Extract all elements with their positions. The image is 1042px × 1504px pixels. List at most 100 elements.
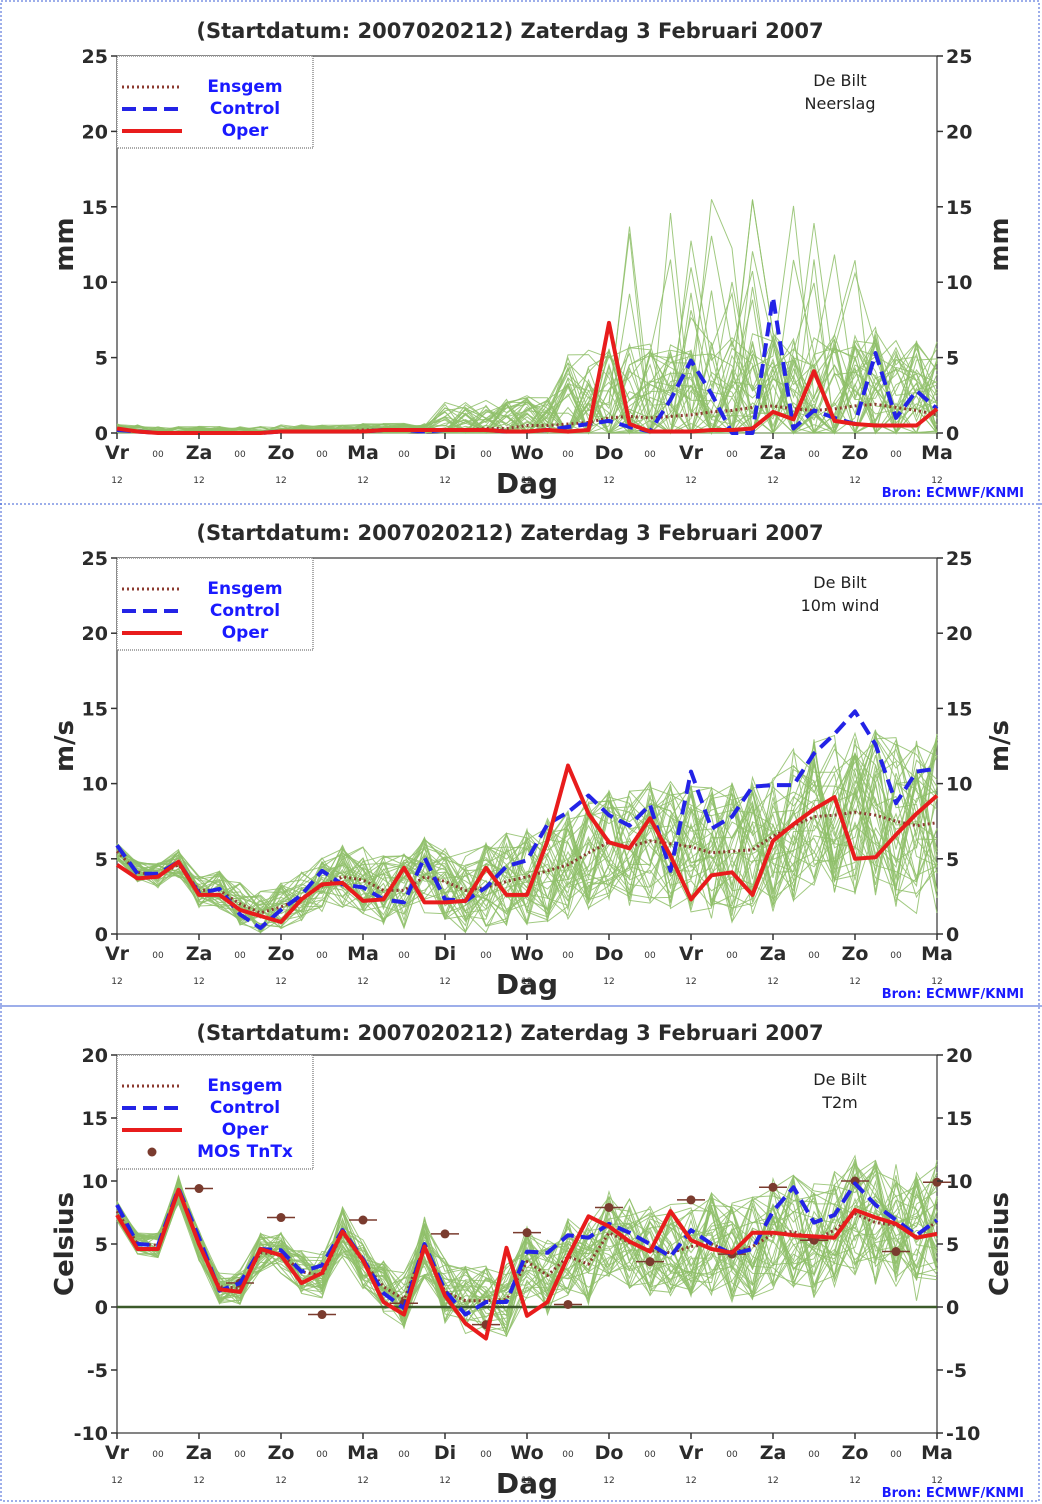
x-hour-label: 12 [275, 476, 286, 486]
x-midnight-label: 00 [562, 951, 574, 961]
x-midnight-label: 00 [562, 1450, 574, 1460]
mos-tntx-point [440, 1229, 450, 1239]
y-tick-label-right: -5 [946, 1360, 967, 1382]
y-tick-label-right: 20 [946, 121, 972, 143]
x-day-label: Za [760, 442, 787, 464]
mos-tntx-point [891, 1247, 901, 1257]
x-day-label: Zo [842, 1442, 869, 1464]
x-day-label: Ma [921, 943, 953, 965]
ensemble-member-line [116, 1166, 938, 1311]
x-hour-label: 12 [275, 1476, 286, 1486]
x-day-label: Di [434, 1442, 456, 1464]
x-hour-label: 12 [357, 476, 368, 486]
x-hour-label: 12 [931, 476, 942, 486]
chart-panel-0: (Startdatum: 2007020212) Zaterdag 3 Febr… [50, 19, 1024, 501]
ensemble-member-line [116, 772, 938, 929]
ensemble-member-line [116, 743, 938, 917]
x-midnight-label: 00 [644, 1450, 656, 1460]
y-tick-label-right: 10 [946, 272, 972, 294]
x-day-label: Do [595, 1442, 624, 1464]
chart-title: (Startdatum: 2007020212) Zaterdag 3 Febr… [196, 19, 823, 43]
x-hour-label: 12 [275, 977, 286, 987]
x-midnight-label: 00 [480, 450, 492, 460]
x-day-label: Di [434, 943, 456, 965]
y-axis-label-left: mm [50, 217, 80, 271]
x-midnight-label: 00 [152, 951, 164, 961]
x-midnight-label: 00 [808, 951, 820, 961]
x-midnight-label: 00 [316, 1450, 328, 1460]
y-tick-label-right: 5 [946, 348, 959, 370]
x-hour-label: 12 [111, 977, 122, 987]
legend-label: Ensgem [207, 579, 282, 599]
series-line-oper [116, 320, 939, 435]
x-axis-label: Dag [496, 1467, 558, 1500]
mos-tntx-point [358, 1215, 368, 1225]
x-midnight-label: 00 [152, 1450, 164, 1460]
ensemble-member-line [116, 1183, 938, 1332]
y-tick-label-left: 5 [95, 849, 108, 871]
x-midnight-label: 00 [890, 1450, 902, 1460]
mos-tntx-point [194, 1184, 204, 1194]
y-tick-label-left: 20 [82, 121, 108, 143]
chart-panel-2: (Startdatum: 2007020212) Zaterdag 3 Febr… [50, 1021, 1024, 1501]
y-tick-label-right: 15 [946, 698, 972, 720]
y-tick-label-left: 15 [82, 197, 108, 219]
x-midnight-label: 00 [890, 951, 902, 961]
x-hour-label: 12 [357, 977, 368, 987]
y-tick-label-left: 15 [82, 1108, 108, 1130]
y-axis-label-right: mm [985, 217, 1015, 271]
x-day-label: Za [186, 1442, 213, 1464]
x-day-label: Ma [347, 943, 379, 965]
x-midnight-label: 00 [398, 450, 410, 460]
x-hour-label: 12 [193, 1476, 204, 1486]
x-day-label: Do [595, 943, 624, 965]
source-credit: Bron: ECMWF/KNMI [882, 486, 1024, 501]
y-tick-label-right: 10 [946, 1171, 972, 1193]
mos-tntx-point [686, 1195, 696, 1205]
y-tick-label-left: 10 [82, 272, 108, 294]
legend-label: Oper [222, 1120, 269, 1140]
series-line-oper [115, 763, 939, 924]
legend-label: Oper [222, 623, 269, 643]
x-hour-label: 12 [849, 476, 860, 486]
y-tick-label-right: 10 [946, 774, 972, 796]
y-tick-label-left: 25 [82, 548, 108, 570]
legend-label: Ensgem [207, 77, 282, 97]
y-tick-label-right: 0 [946, 924, 959, 946]
station-label: De Bilt [813, 1070, 866, 1089]
station-label: De Bilt [813, 573, 866, 592]
series-line-control [115, 709, 938, 930]
y-tick-label-left: 0 [95, 423, 108, 445]
x-midnight-label: 00 [644, 951, 656, 961]
x-midnight-label: 00 [398, 951, 410, 961]
series-line-oper [115, 1187, 938, 1341]
source-credit: Bron: ECMWF/KNMI [882, 987, 1024, 1002]
mos-tntx-point [522, 1228, 532, 1238]
mos-tntx-point [932, 1177, 942, 1187]
x-day-label: Zo [842, 442, 869, 464]
x-midnight-label: 00 [562, 450, 574, 460]
x-day-label: Za [186, 943, 213, 965]
x-day-label: Vr [679, 442, 704, 464]
y-axis-label-left: m/s [50, 720, 80, 772]
y-tick-label-left: -5 [87, 1360, 108, 1382]
x-hour-label: 12 [521, 1476, 532, 1486]
x-day-label: Vr [105, 943, 130, 965]
x-hour-label: 12 [931, 977, 942, 987]
x-day-label: Zo [268, 442, 295, 464]
x-midnight-label: 00 [808, 1450, 820, 1460]
x-midnight-label: 00 [644, 450, 656, 460]
y-axis-label-right: Celsius [985, 1192, 1015, 1296]
y-tick-label-left: 5 [95, 1234, 108, 1256]
x-hour-label: 12 [767, 476, 778, 486]
y-tick-label-right: 25 [946, 548, 972, 570]
y-tick-label-right: 5 [946, 1234, 959, 1256]
chart-title: (Startdatum: 2007020212) Zaterdag 3 Febr… [196, 1021, 823, 1045]
x-midnight-label: 00 [234, 450, 246, 460]
ensemble-member-line [116, 732, 938, 923]
x-hour-label: 12 [521, 476, 532, 486]
x-hour-label: 12 [111, 1476, 122, 1486]
x-midnight-label: 00 [234, 1450, 246, 1460]
